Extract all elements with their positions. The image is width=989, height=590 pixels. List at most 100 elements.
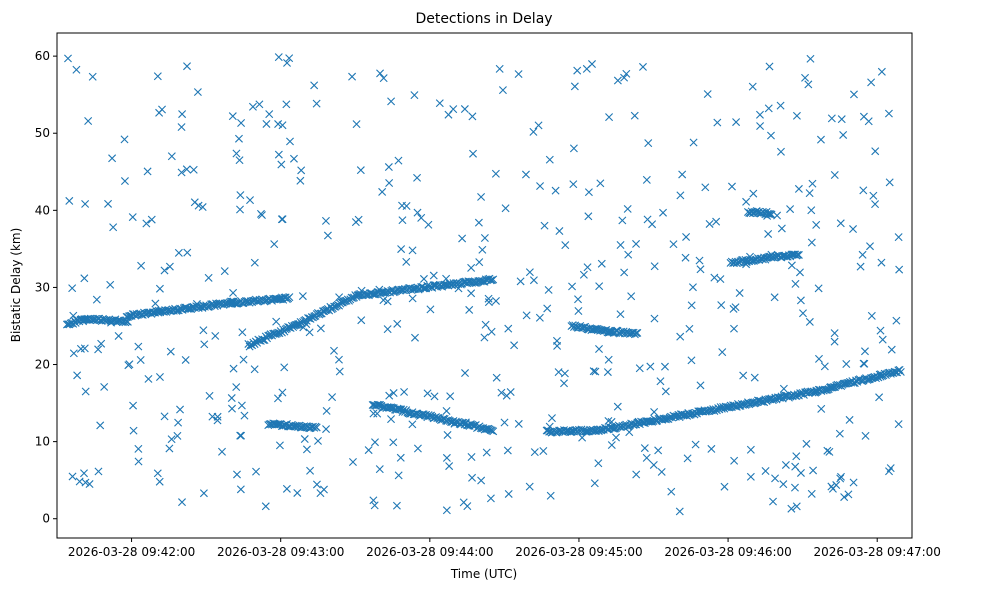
detection-point (316, 324, 325, 333)
detection-point (501, 204, 510, 213)
detection-point (756, 122, 765, 131)
detection-point (849, 90, 858, 99)
detection-point (400, 387, 409, 396)
detection-point (273, 394, 282, 403)
detection-point (514, 70, 523, 79)
detection-point (791, 279, 800, 288)
detection-point (387, 415, 396, 424)
detection-point (155, 372, 164, 381)
detection-point (845, 415, 854, 424)
detection-point (478, 245, 487, 254)
detection-point (134, 444, 143, 453)
detection-point (312, 99, 321, 108)
detection-point (147, 215, 156, 224)
detection-point (894, 420, 903, 429)
detection-point (539, 447, 548, 456)
detection-point (792, 452, 801, 461)
detection-point (109, 223, 118, 232)
detection-point (892, 316, 901, 325)
detection-point (228, 404, 236, 413)
detection-point (435, 99, 444, 108)
detection-point (134, 342, 143, 351)
detection-point (424, 220, 433, 229)
detection-point (467, 452, 476, 461)
detection-point (458, 234, 467, 243)
detection-point (278, 388, 287, 397)
detection-point (551, 186, 560, 195)
detection-point (746, 445, 755, 454)
y-tick-label: 60 (35, 49, 50, 63)
detection-point (92, 295, 101, 304)
detection-point (574, 307, 583, 316)
detection-point (590, 479, 599, 488)
detection-point (69, 349, 78, 358)
detection-point (233, 470, 241, 479)
detection-point (801, 73, 810, 82)
x-tick-label: 2026-03-28 09:44:00 (366, 545, 493, 559)
detection-point (136, 356, 145, 364)
detection-point (467, 289, 476, 298)
detection-point (837, 472, 845, 481)
detection-point (199, 326, 208, 335)
detection-point (660, 415, 669, 424)
detection-point (100, 382, 109, 391)
y-tick-label: 20 (35, 358, 50, 372)
detection-point (371, 438, 379, 447)
detection-point (239, 355, 248, 364)
detection-point (177, 123, 186, 132)
detection-point (514, 419, 523, 428)
detection-point (727, 182, 736, 191)
detection-point (396, 453, 405, 462)
detection-point (238, 298, 247, 307)
detection-point (446, 392, 455, 401)
detection-point (805, 317, 814, 326)
detection-point (534, 121, 543, 130)
detection-point (861, 431, 870, 440)
detection-point (237, 401, 246, 410)
detection-point (305, 328, 314, 337)
detection-point (80, 274, 89, 283)
detection-point (765, 62, 774, 71)
detection-point (792, 502, 801, 511)
detection-point (790, 483, 799, 492)
detection-point (703, 90, 712, 99)
detection-point (805, 189, 814, 198)
detection-point (832, 481, 841, 490)
detection-point (357, 316, 366, 325)
detection-point (683, 454, 692, 463)
detection-point (238, 328, 247, 337)
detection-point (885, 178, 894, 187)
detection-point (529, 127, 538, 136)
detection-point (835, 429, 844, 438)
detection-point (781, 460, 790, 469)
detection-point (510, 341, 519, 350)
detection-point (620, 268, 629, 277)
detection-point (798, 309, 807, 318)
detection-point (544, 285, 553, 294)
detection-point (351, 218, 360, 227)
detection-point (826, 383, 835, 392)
detection-point (293, 488, 302, 497)
detection-point (491, 169, 500, 178)
detection-point (235, 156, 244, 165)
detection-point (582, 427, 591, 436)
detection-point (183, 62, 192, 71)
detection-point (735, 289, 744, 298)
detection-point (769, 497, 778, 506)
detection-point (582, 64, 591, 73)
detection-point (257, 211, 266, 220)
detection-point (450, 419, 459, 428)
detection-point (73, 371, 82, 380)
detection-point (675, 507, 684, 516)
detection-point (652, 417, 661, 426)
detection-point (820, 362, 829, 371)
detection-point (94, 467, 103, 476)
y-axis-label: Bistatic Delay (km) (9, 228, 23, 343)
detection-point (731, 303, 740, 312)
detection-point (688, 283, 697, 292)
detection-point (595, 345, 603, 354)
detection-point (177, 168, 186, 177)
detection-point (429, 271, 438, 280)
detection-point (137, 261, 146, 270)
detection-point (328, 393, 337, 402)
